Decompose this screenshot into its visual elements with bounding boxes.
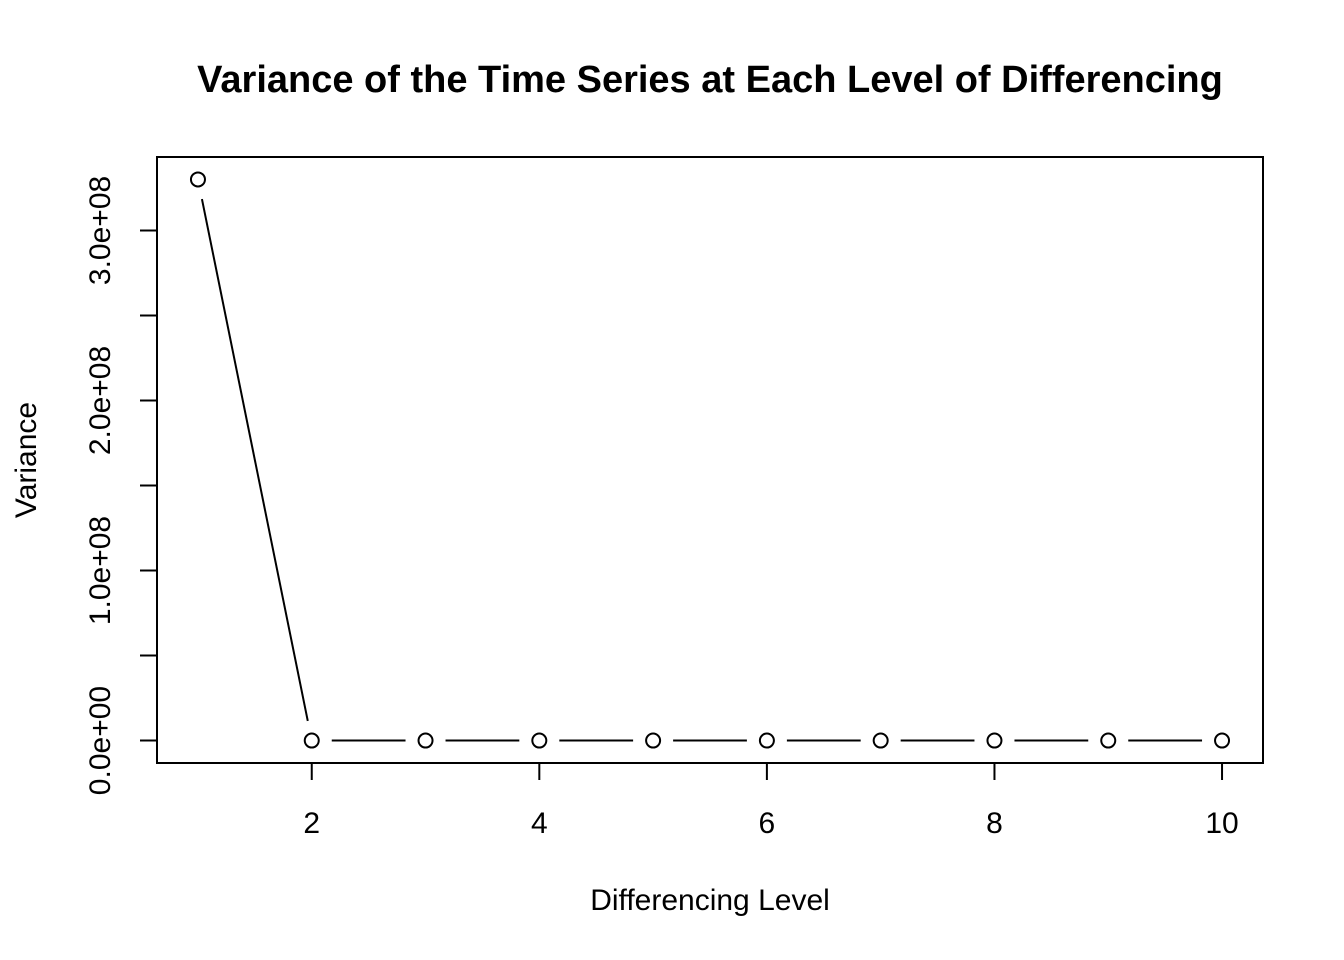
y-tick-label: 1.0e+08 [84,516,117,625]
x-axis-label: Differencing Level [590,884,830,917]
series-points [189,171,1231,749]
series-segment [200,198,309,722]
y-axis: 0.0e+00 1.0e+08 2.0e+08 3.0e+08 [84,176,158,795]
plot-frame [156,156,1264,764]
x-axis: 2 4 6 8 10 [303,762,1239,840]
series-line [200,198,1203,742]
y-tick-label: 0.0e+00 [84,686,117,795]
data-point [758,732,775,749]
x-tick-label: 4 [531,807,548,840]
chart-title: Variance of the Time Series at Each Leve… [197,59,1223,101]
data-point [417,732,434,749]
y-tick-label: 2.0e+08 [84,346,117,455]
x-tick-label: 8 [986,807,1003,840]
x-tick-label: 6 [759,807,776,840]
x-tick-label: 10 [1205,807,1238,840]
data-point [531,732,548,749]
x-tick-label: 2 [303,807,320,840]
data-point [1214,732,1231,749]
data-point [303,732,320,749]
y-axis-label: Variance [10,402,43,518]
data-point [872,732,889,749]
data-point [1100,732,1117,749]
data-point [189,171,206,188]
data-point [645,732,662,749]
data-point [986,732,1003,749]
y-tick-label: 3.0e+08 [84,176,117,285]
